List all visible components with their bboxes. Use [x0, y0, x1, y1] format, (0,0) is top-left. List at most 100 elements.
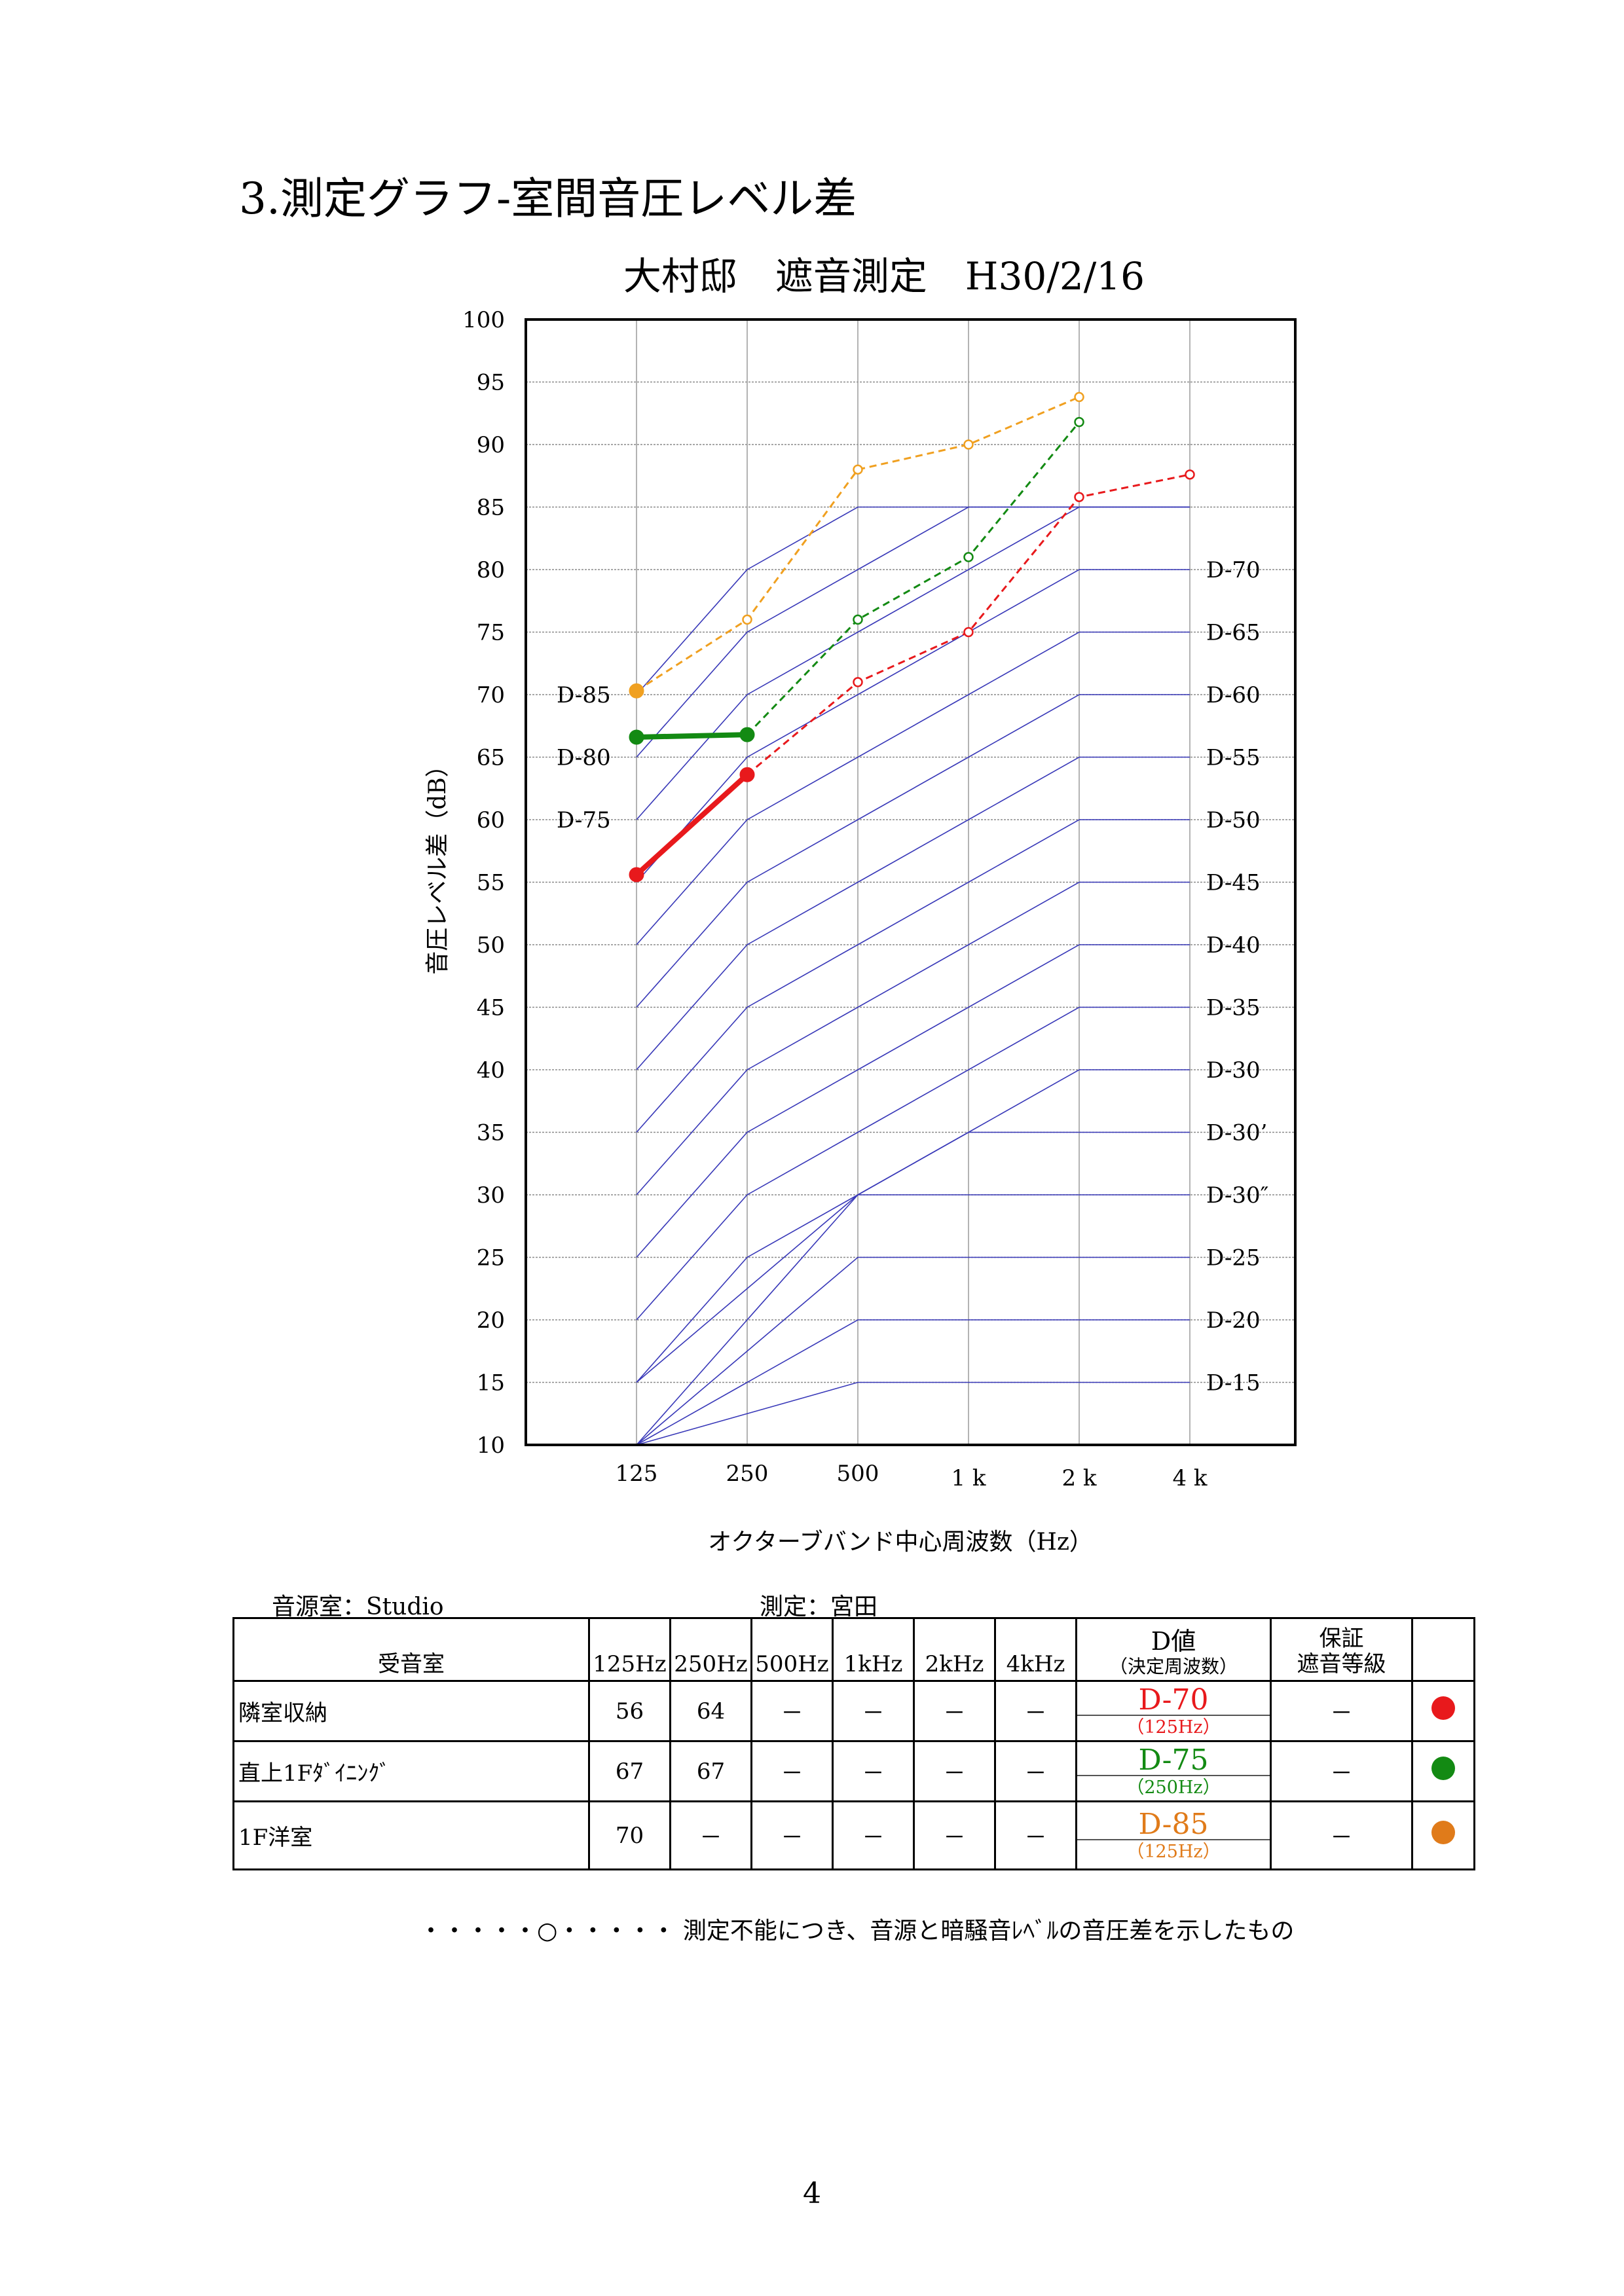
header-freq: 250Hz [669, 1617, 752, 1682]
level-value: － [913, 1680, 996, 1742]
y-tick-label: 85 [477, 495, 505, 521]
x-tick-label: 4 k [1172, 1465, 1207, 1491]
y-tick-label: 15 [477, 1370, 505, 1396]
y-tick-label: 50 [477, 932, 505, 958]
results-table: 受音室 125Hz 250Hz 500Hz 1kHz 2kHz 4kHz D値 … [232, 1617, 1475, 1870]
dvalue: D-85 [1138, 1807, 1209, 1841]
level-value: － [750, 1800, 834, 1870]
unmeasurable-point [853, 614, 863, 625]
plot-border [525, 318, 1297, 1446]
y-tick-label: 20 [477, 1307, 505, 1334]
reference-curve-label: D-20 [1206, 1307, 1261, 1334]
reference-curves [636, 506, 1190, 1446]
reference-curve [636, 1006, 1190, 1321]
header-freq: 1kHz [832, 1617, 915, 1682]
reference-curve [636, 819, 1190, 1133]
reference-curve-label: D-70 [1206, 557, 1261, 583]
y-tick-label: 65 [477, 745, 505, 771]
y-tick-label: 45 [477, 995, 505, 1021]
reference-curve-label: D-75 [557, 807, 611, 833]
y-tick-label: 70 [477, 682, 505, 708]
header-freq: 4kHz [994, 1617, 1077, 1682]
level-value: － [832, 1740, 915, 1802]
reference-curve-label: D-55 [1206, 745, 1261, 771]
reference-curve-label: D-45 [1206, 870, 1261, 896]
page-number: 4 [803, 2177, 821, 2210]
level-value: 56 [588, 1680, 671, 1742]
reference-curve [636, 1194, 1190, 1446]
guaranteed-grade: － [1270, 1740, 1413, 1802]
y-tick-label: 90 [477, 432, 505, 458]
y-tick-labels: 10 15 20 25 30 35 40 45 50 55 60 65 70 75 80 85 90 95 100 [462, 307, 505, 1459]
marker-cell [1411, 1680, 1475, 1742]
header-grade: 保証 遮音等級 [1270, 1617, 1413, 1682]
dvalue-frequency: （250Hz） [1077, 1774, 1270, 1799]
dvalue-cell: D-70 （125Hz） [1075, 1680, 1272, 1742]
header-freq: 500Hz [750, 1617, 834, 1682]
x-tick-label: 1 k [951, 1465, 986, 1491]
plot-frame [525, 318, 1297, 1446]
x-tick-labels: 125 250 500 1 k 2 k 4 k [616, 1461, 1208, 1491]
data-series [629, 392, 1195, 883]
unmeasurable-point [1074, 492, 1084, 502]
header-grade-line1: 保証 [1319, 1625, 1364, 1652]
table-row: 直上1Fﾀﾞｲﾆﾝｸﾞ 67 67 －－－－ D-75 （250Hz）－ [232, 1740, 1475, 1802]
table-header-row: 受音室 125Hz 250Hz 500Hz 1kHz 2kHz 4kHz D値 … [232, 1617, 1475, 1682]
level-value: － [994, 1680, 1077, 1742]
level-value: 64 [669, 1680, 752, 1742]
series-color-dot [1431, 1821, 1455, 1844]
header-freq: 125Hz [588, 1617, 671, 1682]
table-row: 1F洋室 70 －－－－－ D-85 （125Hz）－ [232, 1800, 1475, 1870]
unmeasurable-point [963, 552, 974, 562]
level-value: － [994, 1740, 1077, 1802]
unmeasurable-line [746, 421, 1080, 736]
y-tick-label: 55 [477, 870, 505, 896]
y-tick-label: 95 [477, 370, 505, 396]
y-tick-label: 80 [477, 557, 505, 583]
guaranteed-grade: － [1270, 1800, 1413, 1870]
unmeasurable-point [1074, 416, 1084, 428]
header-dvalue-title: D値 [1151, 1627, 1196, 1656]
level-value: － [994, 1800, 1077, 1870]
y-tick-label: 75 [477, 620, 505, 646]
series-color-dot [1431, 1696, 1455, 1720]
reference-curve-label: D-85 [557, 682, 611, 708]
guaranteed-grade: － [1270, 1680, 1413, 1742]
measured-line [635, 773, 749, 877]
dvalue-cell: D-85 （125Hz） [1075, 1800, 1272, 1870]
reference-curve-label: D-30 [1206, 1057, 1261, 1084]
level-value: － [750, 1740, 834, 1802]
measured-point [629, 683, 644, 699]
reference-curve-label: D-30″ [1206, 1182, 1268, 1209]
reference-curve-label: D-35 [1206, 995, 1261, 1021]
chart-title: 大村邸 遮音測定 H30/2/16 [623, 254, 1145, 299]
series-color-dot [1431, 1757, 1455, 1780]
reference-curve-label: D-30’ [1206, 1120, 1267, 1146]
level-value: － [913, 1740, 996, 1802]
reference-curve [636, 631, 1190, 945]
header-dvalue: D値 （決定周波数） [1075, 1617, 1272, 1682]
unmeasurable-point [1185, 469, 1195, 480]
reference-curve-label: D-60 [1206, 682, 1261, 708]
x-tick-label: 250 [726, 1461, 769, 1487]
level-value: － [832, 1800, 915, 1870]
unmeasurable-point [853, 464, 863, 475]
reference-curve-label: D-25 [1206, 1245, 1261, 1271]
reference-curve [636, 881, 1190, 1195]
level-value: － [750, 1680, 834, 1742]
reference-curve-label: D-65 [1206, 620, 1261, 646]
y-tick-label: 60 [477, 807, 505, 833]
level-value: － [913, 1800, 996, 1870]
room-name: 1F洋室 [232, 1800, 590, 1870]
marker-cell [1411, 1740, 1475, 1802]
y-axis-label: 音圧レベル差（dB） [424, 754, 451, 975]
measured-point [629, 867, 644, 883]
measurer: 測定：宮田 [760, 1594, 878, 1620]
reference-curve-label: D-15 [1206, 1370, 1261, 1396]
level-value: 67 [669, 1740, 752, 1802]
reference-curve [636, 1319, 1190, 1446]
header-room: 受音室 [232, 1617, 590, 1682]
table-row: 隣室収納 56 64 －－－－ D-70 （125Hz）－ [232, 1680, 1475, 1742]
x-tick-label: 125 [616, 1461, 658, 1487]
header-dvalue-sub: （決定周波数） [1109, 1655, 1238, 1677]
